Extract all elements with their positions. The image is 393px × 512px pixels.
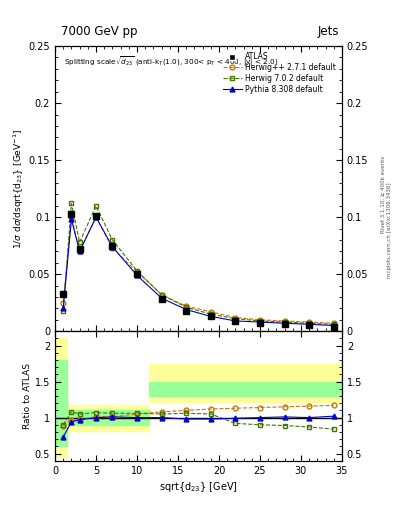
Text: 7000 GeV pp: 7000 GeV pp: [61, 26, 138, 38]
X-axis label: sqrt{d$_{23}$} [GeV]: sqrt{d$_{23}$} [GeV]: [159, 480, 238, 494]
Text: Splitting scale$\sqrt{d_{23}}$ (anti-k$_T$(1.0), 300< p$_T$ < 400, |y| < 2.0): Splitting scale$\sqrt{d_{23}}$ (anti-k$_…: [64, 55, 278, 69]
Text: Jets: Jets: [317, 26, 339, 38]
Y-axis label: Ratio to ATLAS: Ratio to ATLAS: [23, 363, 32, 429]
Y-axis label: 1/$\sigma$ d$\sigma$/dsqrt{d$_{23}$} [GeV$^{-1}$]: 1/$\sigma$ d$\sigma$/dsqrt{d$_{23}$} [Ge…: [11, 129, 26, 249]
Legend: ATLAS, Herwig++ 2.7.1 default, Herwig 7.0.2 default, Pythia 8.308 default: ATLAS, Herwig++ 2.7.1 default, Herwig 7.…: [220, 50, 338, 96]
Text: mcplots.cern.ch [arXiv:1306.3436]: mcplots.cern.ch [arXiv:1306.3436]: [387, 183, 391, 278]
Text: Rivet 3.1.10, ≥ 400k events: Rivet 3.1.10, ≥ 400k events: [381, 156, 386, 233]
